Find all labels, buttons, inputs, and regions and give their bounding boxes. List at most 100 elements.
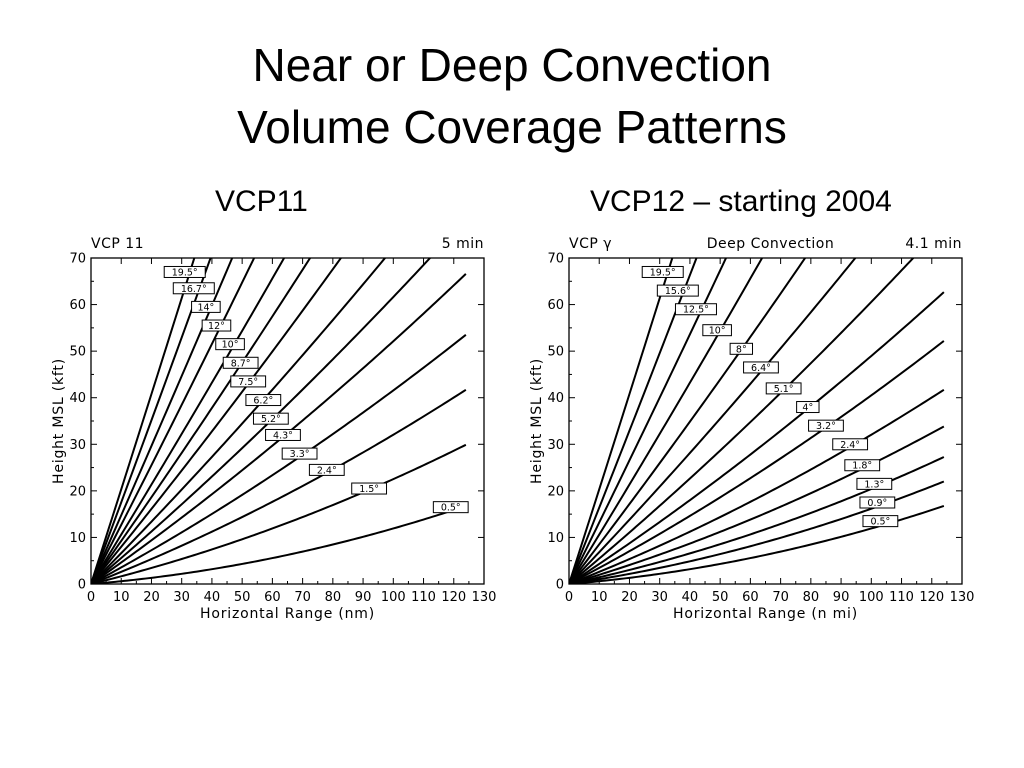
elevation-beam-line [569, 425, 945, 584]
elevation-beam-line [569, 258, 807, 584]
elevation-beam-line [569, 258, 915, 584]
elevation-label-box [191, 300, 221, 313]
elevation-beam-line [569, 258, 674, 584]
y-axis-label: Height MSL (kft) [529, 358, 545, 484]
elevation-label: 4.3° [273, 430, 293, 441]
chart-corner-right: 4.1 min [905, 236, 962, 252]
x-tick-label: 20 [143, 590, 160, 605]
y-tick-label: 50 [69, 345, 86, 360]
y-tick-label: 60 [69, 298, 86, 313]
left-chart-caption: VCP11 [215, 185, 308, 218]
elevation-label-box [844, 459, 881, 472]
elevation-beam-line [91, 388, 467, 584]
x-axis-label: Horizontal Range (n mi) [673, 606, 858, 622]
y-tick-label: 10 [69, 531, 86, 546]
x-tick-label: 60 [742, 590, 759, 605]
elevation-label: 1.8° [852, 461, 872, 472]
elevation-label-box [308, 463, 345, 476]
elevation-label: 16.7° [181, 284, 207, 295]
x-tick-label: 70 [294, 590, 311, 605]
y-tick-label: 70 [547, 252, 564, 267]
elevation-label-box [862, 515, 899, 528]
elevation-label-box [265, 428, 301, 441]
x-tick-label: 20 [621, 590, 638, 605]
y-tick-label: 0 [556, 578, 564, 593]
elevation-beam-line [91, 334, 467, 584]
right-chart-caption: VCP12 – starting 2004 [590, 185, 892, 218]
elevation-beam-line [91, 258, 196, 584]
x-tick-label: 60 [264, 590, 281, 605]
elevation-label-box [729, 342, 754, 355]
elevation-label: 10° [709, 326, 726, 337]
elevation-label: 12° [208, 321, 225, 332]
elevation-label-box [281, 447, 318, 460]
x-tick-label: 50 [234, 590, 251, 605]
chart-corner-left: VCP γ [569, 236, 612, 252]
x-tick-label: 90 [355, 590, 372, 605]
x-tick-label: 80 [325, 590, 342, 605]
elevation-label: 1.5° [359, 484, 379, 495]
y-tick-label: 40 [547, 391, 564, 406]
elevation-label-box [796, 401, 820, 414]
elevation-beam-line [569, 258, 764, 584]
y-tick-label: 10 [547, 531, 564, 546]
elevation-label-box [641, 265, 684, 278]
x-tick-label: 100 [381, 590, 406, 605]
elevation-label: 0.9° [867, 498, 887, 509]
x-tick-label: 130 [950, 590, 975, 605]
y-tick-label: 20 [69, 484, 86, 499]
x-tick-label: 90 [833, 590, 850, 605]
elevation-label-box [163, 265, 206, 278]
y-tick-label: 40 [69, 391, 86, 406]
elevation-beam-line [91, 258, 387, 584]
elevation-label: 12.5° [683, 305, 709, 316]
elevation-label-box [674, 303, 717, 316]
elevation-label: 8.7° [231, 358, 251, 369]
elevation-beam-line [91, 443, 467, 584]
elevation-beam-line [569, 340, 945, 584]
elevation-label: 14° [197, 302, 214, 313]
elevation-label: 0.5° [870, 517, 890, 528]
x-axis-label: Horizontal Range (nm) [200, 606, 375, 622]
elevation-label: 3.3° [290, 449, 310, 460]
x-tick-label: 120 [919, 590, 944, 605]
y-axis-label: Height MSL (kft) [51, 358, 67, 484]
y-tick-label: 70 [69, 252, 86, 267]
y-tick-label: 0 [78, 578, 86, 593]
elevation-beam-line [91, 258, 234, 584]
elevation-label: 8° [736, 344, 747, 355]
elevation-label-box [765, 382, 802, 395]
x-tick-label: 40 [682, 590, 699, 605]
y-tick-label: 30 [69, 438, 86, 453]
elevation-label-box [856, 477, 893, 490]
chart-corner-center: Deep Convection [707, 236, 834, 252]
chart-corner-left: VCP 11 [91, 236, 144, 252]
elevation-label-box [252, 412, 289, 425]
x-tick-label: 80 [803, 590, 820, 605]
elevation-label-box [215, 338, 245, 351]
elevation-beam-line [569, 291, 945, 584]
elevation-label: 6.4° [751, 363, 771, 374]
y-tick-label: 30 [547, 438, 564, 453]
elevation-label: 5.1° [774, 384, 794, 395]
elevation-label: 19.5° [172, 267, 198, 278]
x-tick-label: 0 [565, 590, 573, 605]
elevation-label: 0.5° [441, 503, 461, 514]
elevation-label-box [808, 419, 844, 432]
x-tick-label: 50 [712, 590, 729, 605]
elevation-beam-line [91, 258, 432, 584]
elevation-label-box [702, 324, 732, 337]
elevation-beam-line [569, 258, 728, 584]
x-tick-label: 110 [889, 590, 914, 605]
elevation-label: 1.3° [864, 479, 884, 490]
elevation-beam-line [569, 258, 857, 584]
elevation-label-box [832, 438, 869, 451]
elevation-label-box [351, 482, 388, 495]
y-tick-label: 60 [547, 298, 564, 313]
elevation-label-box [432, 501, 469, 514]
elevation-label-box [743, 361, 779, 374]
elevation-beam-line [91, 258, 312, 584]
y-tick-label: 20 [547, 484, 564, 499]
x-tick-label: 120 [441, 590, 466, 605]
